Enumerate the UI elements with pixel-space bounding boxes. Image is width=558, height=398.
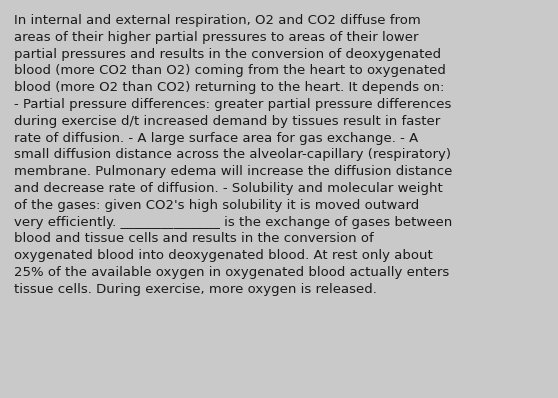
Text: In internal and external respiration, O2 and CO2 diffuse from
areas of their hig: In internal and external respiration, O2… (14, 14, 453, 296)
